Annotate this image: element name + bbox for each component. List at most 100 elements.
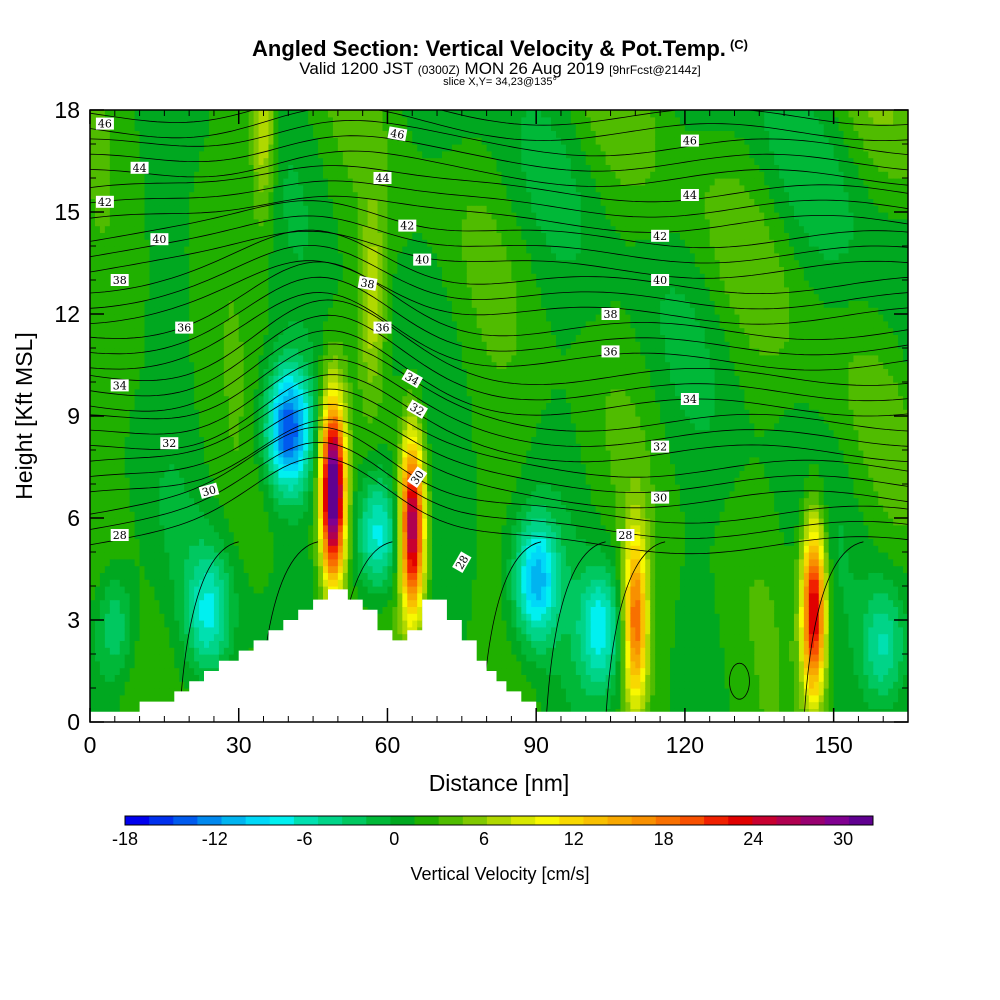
velocity-cell	[263, 613, 270, 621]
velocity-cell	[218, 178, 225, 186]
velocity-cell	[194, 409, 200, 417]
velocity-cell	[263, 123, 270, 131]
velocity-cell	[293, 531, 299, 539]
velocity-cell	[90, 273, 96, 281]
velocity-cell	[248, 382, 255, 390]
velocity-cell	[124, 456, 131, 465]
velocity-cell	[139, 273, 146, 281]
velocity-cell	[342, 150, 349, 159]
velocity-cell	[283, 334, 289, 342]
velocity-cell	[169, 552, 175, 560]
velocity-cell	[114, 443, 121, 451]
velocity-cell	[313, 361, 319, 369]
velocity-cell	[179, 667, 185, 675]
velocity-cell	[248, 640, 255, 648]
velocity-cell	[134, 436, 141, 444]
velocity-cell	[268, 327, 275, 335]
velocity-cell	[169, 681, 175, 689]
velocity-cell	[129, 688, 136, 696]
velocity-cell	[204, 137, 210, 145]
velocity-cell	[208, 402, 215, 410]
velocity-cell	[258, 450, 265, 458]
velocity-cell	[278, 586, 284, 594]
velocity-cell	[248, 218, 255, 227]
velocity-cell	[104, 674, 111, 682]
velocity-cell	[134, 647, 141, 655]
velocity-cell	[357, 341, 364, 349]
velocity-cell	[283, 273, 289, 281]
velocity-cell	[199, 579, 205, 587]
velocity-cell	[288, 450, 294, 458]
velocity-cell	[347, 477, 354, 485]
velocity-cell	[327, 327, 334, 335]
velocity-cell	[109, 456, 116, 465]
velocity-cell	[308, 259, 314, 267]
velocity-cell	[208, 130, 215, 138]
velocity-cell	[313, 518, 319, 526]
velocity-cell	[293, 150, 299, 159]
velocity-cell	[258, 280, 265, 288]
velocity-cell	[332, 545, 339, 553]
velocity-cell	[253, 164, 260, 172]
velocity-cell	[253, 518, 260, 526]
velocity-cell	[223, 239, 230, 247]
velocity-cell	[90, 436, 96, 444]
velocity-cell	[174, 490, 180, 499]
velocity-cell	[323, 497, 329, 505]
velocity-cell	[223, 280, 230, 288]
velocity-cell	[218, 477, 225, 485]
velocity-cell	[194, 286, 200, 295]
velocity-cell	[273, 572, 279, 580]
velocity-cell	[104, 450, 111, 458]
velocity-cell	[124, 225, 131, 233]
velocity-cell	[288, 470, 294, 478]
velocity-cell	[323, 212, 329, 220]
velocity-cell	[293, 606, 299, 614]
velocity-cell	[144, 150, 151, 159]
velocity-cell	[337, 565, 344, 573]
velocity-cell	[218, 327, 225, 335]
velocity-cell	[189, 266, 195, 274]
velocity-cell	[104, 531, 111, 539]
velocity-cell	[337, 395, 344, 403]
velocity-cell	[293, 388, 299, 397]
velocity-cell	[169, 606, 175, 614]
velocity-cell	[104, 409, 111, 417]
velocity-cell	[109, 164, 116, 172]
velocity-cell	[179, 429, 185, 437]
velocity-cell	[159, 667, 165, 675]
velocity-cell	[144, 429, 151, 437]
velocity-cell	[114, 701, 121, 709]
velocity-cell	[258, 300, 265, 308]
velocity-cell	[199, 300, 205, 308]
velocity-cell	[149, 647, 156, 655]
velocity-cell	[357, 538, 364, 546]
velocity-cell	[154, 545, 161, 553]
velocity-cell	[139, 674, 146, 682]
velocity-cell	[184, 409, 190, 417]
velocity-cell	[293, 545, 299, 553]
velocity-cell	[258, 225, 265, 233]
velocity-cell	[238, 320, 245, 329]
velocity-cell	[184, 654, 190, 662]
velocity-cell	[169, 497, 175, 505]
velocity-cell	[149, 545, 156, 553]
velocity-cell	[233, 341, 240, 349]
velocity-cell	[199, 239, 205, 247]
velocity-cell	[174, 137, 180, 145]
velocity-cell	[288, 239, 294, 247]
velocity-cell	[94, 552, 101, 560]
velocity-cell	[109, 110, 116, 118]
velocity-cell	[218, 545, 225, 553]
velocity-cell	[288, 286, 294, 295]
velocity-cell	[278, 178, 284, 186]
velocity-cell	[208, 110, 215, 118]
velocity-cell	[323, 320, 329, 329]
velocity-cell	[134, 375, 141, 383]
velocity-cell	[99, 422, 106, 431]
velocity-cell	[263, 191, 270, 199]
velocity-cell	[134, 490, 141, 499]
velocity-cell	[342, 504, 349, 512]
velocity-cell	[253, 375, 260, 383]
velocity-cell	[332, 504, 339, 512]
